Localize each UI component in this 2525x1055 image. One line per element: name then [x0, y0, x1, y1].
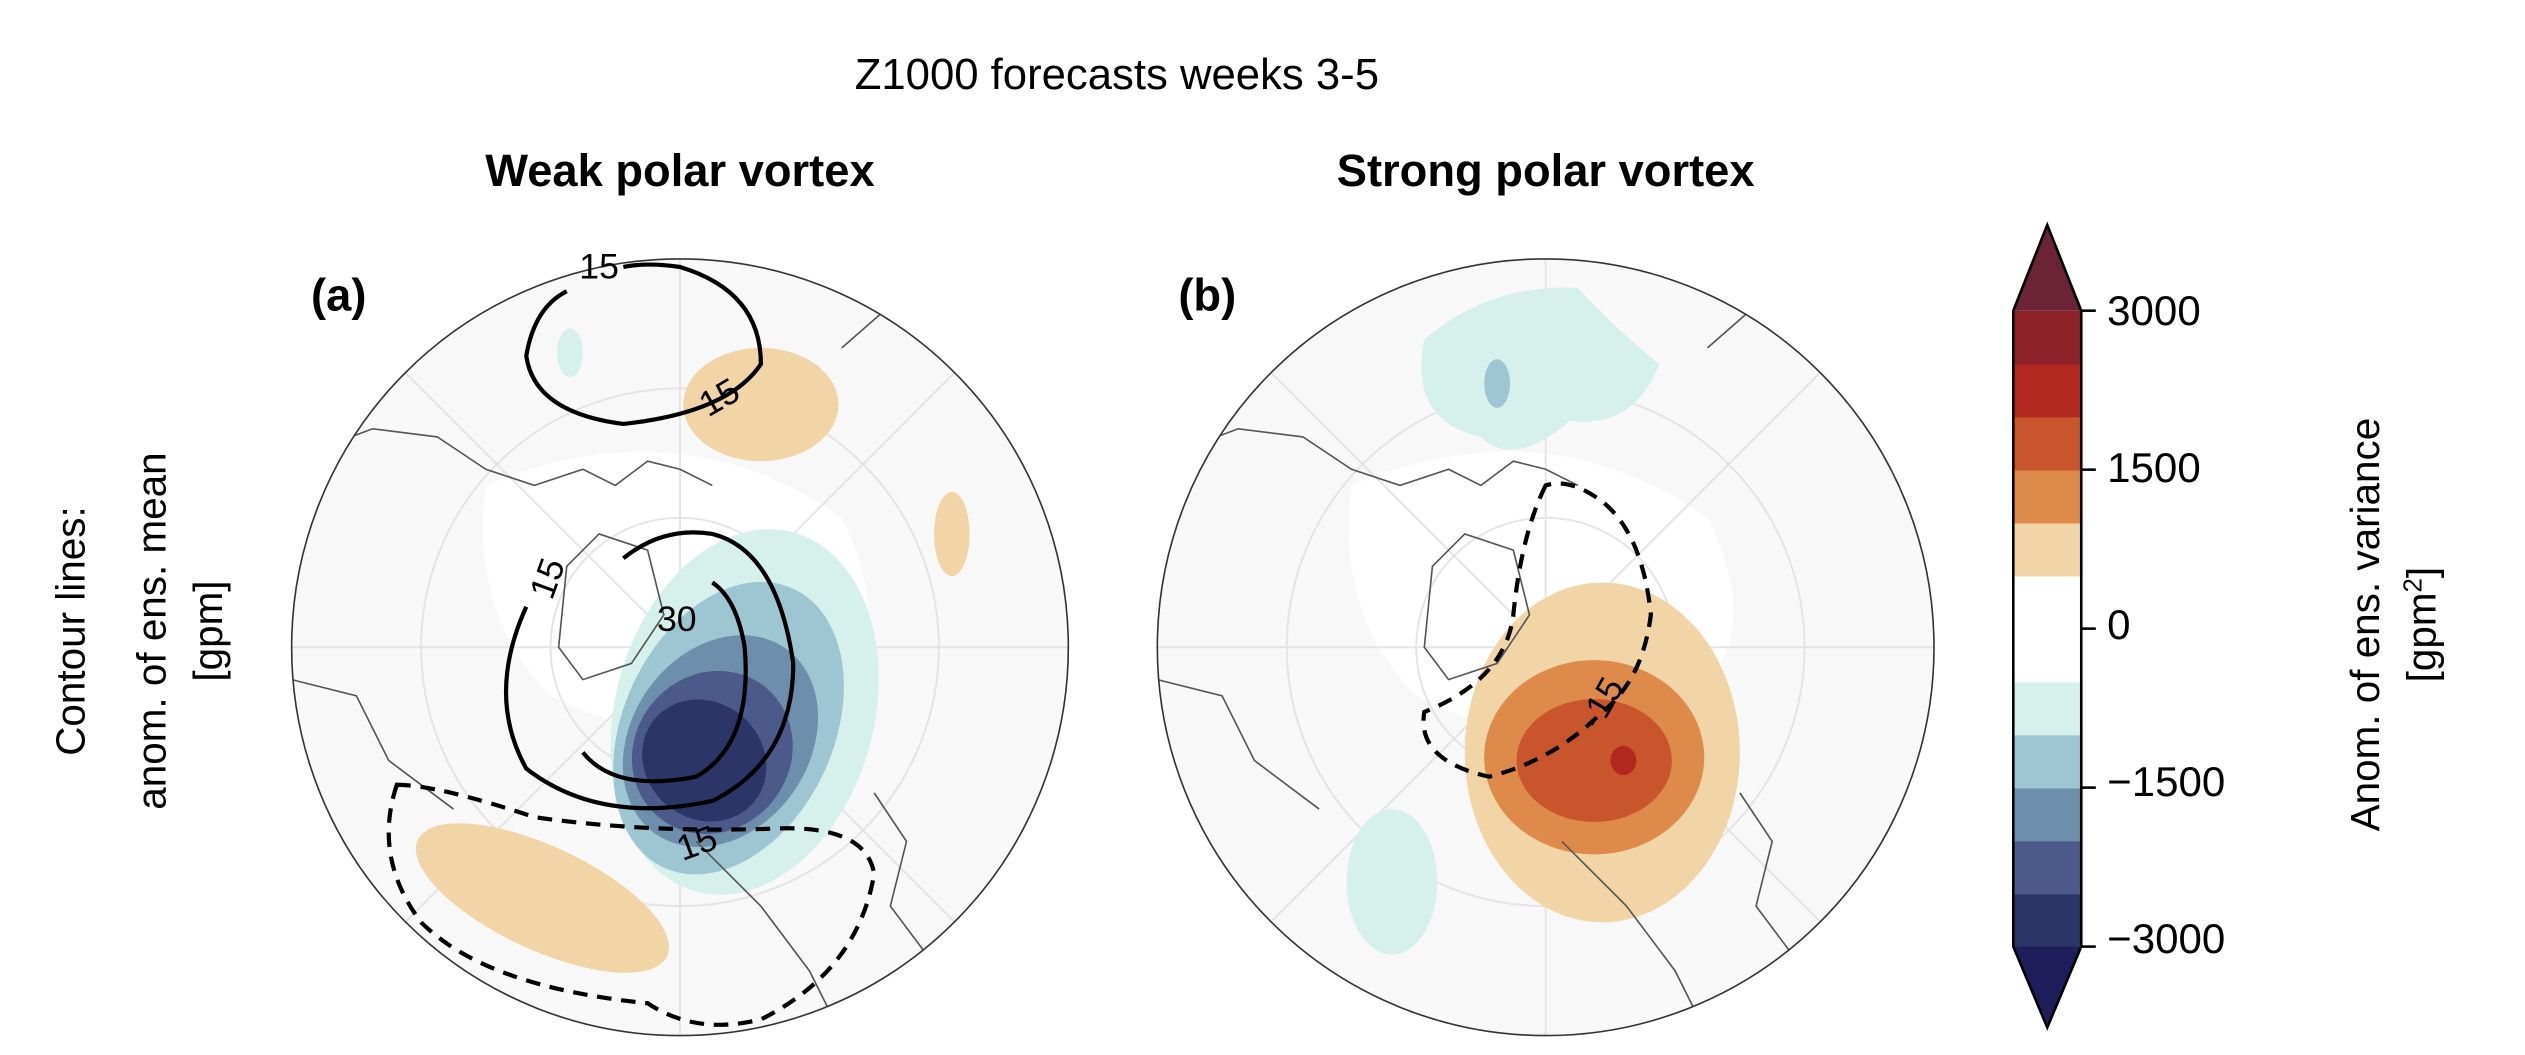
panel-a-title: Weak polar vortex [485, 145, 874, 196]
contour-30 [581, 580, 748, 784]
panel-b-map-border [1156, 258, 1935, 1037]
panel-b-contours [1421, 481, 1653, 779]
colorbar-bin [2013, 363, 2082, 418]
contour-neg-15-dashed [386, 782, 877, 1027]
colorbar-outline [2012, 221, 2083, 1031]
contour-label: 15 [579, 246, 619, 286]
panel-a-contours [386, 262, 877, 1027]
panel-b-label: (b) [1178, 270, 1236, 321]
y-label-line-1: Contour lines: [48, 506, 94, 756]
colorbar-tick-label: −1500 [2107, 758, 2225, 805]
colorbar-bin [2013, 734, 2082, 789]
panel-b-title: Strong polar vortex [1337, 145, 1755, 196]
colorbar-tick-label: 3000 [2107, 287, 2201, 334]
panel-a-map-border [290, 258, 1070, 1037]
figure-title: Z1000 forecasts weeks 3-5 [855, 50, 1379, 99]
panel-a-label: (a) [311, 270, 366, 321]
colorbar-bin [2013, 840, 2082, 895]
colorbar-bin [2013, 628, 2082, 683]
panel-a-fill [415, 328, 970, 973]
colorbar-bin [2013, 416, 2082, 471]
colorbar-bin [2013, 469, 2082, 524]
colorbar-bin [2013, 787, 2082, 842]
contour-15-main [503, 530, 796, 811]
colorbar-tick-label: 1500 [2107, 444, 2201, 491]
contour-neg-15-dashed [1421, 481, 1653, 779]
y-label-line-3: [gpm] [185, 580, 231, 681]
y-label-line-2: anom. of ens. mean [128, 452, 174, 809]
panel-b-fill [1346, 287, 1740, 955]
contour-label: 30 [657, 599, 697, 639]
colorbar-bin [2013, 310, 2082, 365]
y-label: Contour lines: anom. of ens. mean [gpm] [48, 452, 232, 809]
colorbar-label: Anom. of ens. variance [2342, 418, 2388, 832]
colorbar-bin [2013, 893, 2082, 948]
colorbar-tick-label: −3000 [2107, 915, 2225, 962]
panel-a: Weak polar vortex (a) [290, 145, 1070, 1037]
contour-15-north [524, 262, 763, 427]
colorbar-extend-high [2013, 224, 2082, 311]
colorbar-tick-label: 0 [2107, 601, 2130, 648]
colorbar [2012, 221, 2096, 1031]
colorbar-bin [2013, 575, 2082, 630]
panel-b: Strong polar vortex (b) [1156, 145, 1935, 1037]
colorbar-bin [2013, 681, 2082, 736]
colorbar-bin [2013, 522, 2082, 577]
colorbar-unit: [gpm2] [2399, 567, 2445, 683]
colorbar-extend-low [2013, 946, 2082, 1028]
